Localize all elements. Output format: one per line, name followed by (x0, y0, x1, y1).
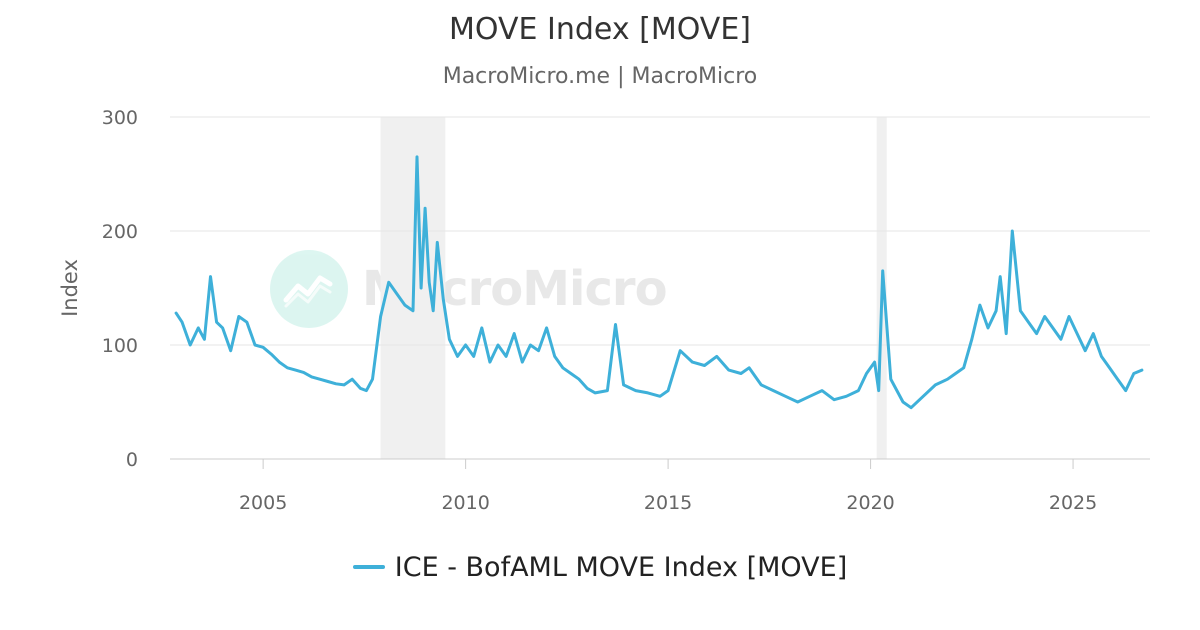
y-tick-label: 200 (102, 221, 138, 243)
y-tick-label: 0 (126, 449, 138, 471)
series-line[interactable] (174, 155, 1144, 410)
y-axis-label: Index (58, 259, 82, 317)
line-chart-logo-icon (270, 250, 348, 328)
x-tick-label: 2025 (1049, 492, 1097, 514)
x-tick-label: 2010 (441, 492, 489, 514)
legend-label: ICE - BofAML MOVE Index [MOVE] (394, 552, 848, 583)
legend-swatch (352, 564, 385, 569)
x-tick-label: 2005 (239, 492, 287, 514)
chart-subtitle: MacroMicro.me | MacroMicro (442, 64, 758, 89)
y-tick-label: 100 (102, 335, 138, 357)
x-tick-label: 2015 (644, 492, 692, 514)
legend[interactable]: ICE - BofAML MOVE Index [MOVE] (0, 552, 1200, 583)
chart-title: MOVE Index [MOVE] (449, 12, 751, 47)
x-tick-label: 2020 (846, 492, 894, 514)
y-tick-label: 300 (102, 107, 138, 129)
